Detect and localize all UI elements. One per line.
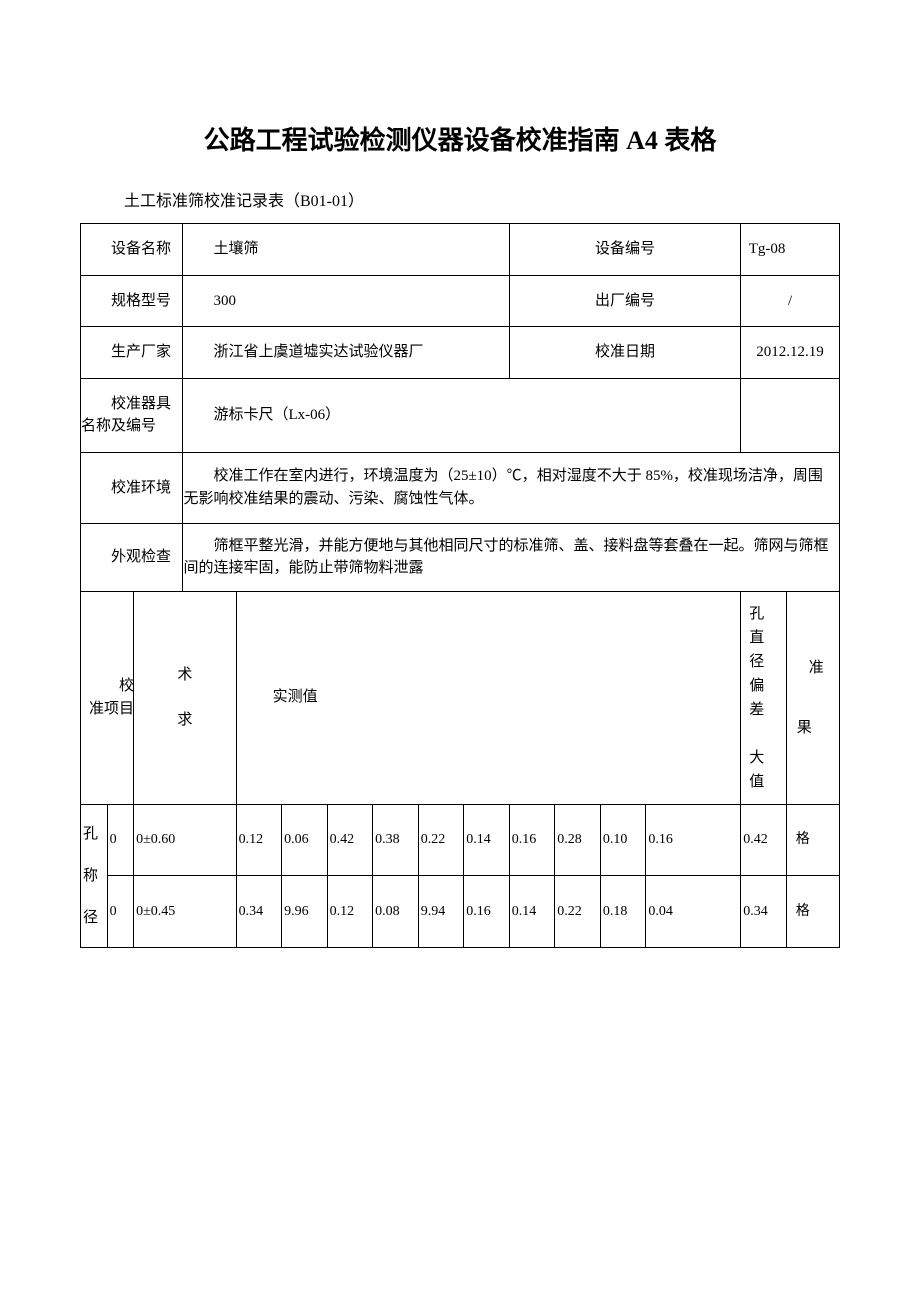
label-device-name: 设备名称	[81, 224, 183, 276]
label-measured: 实测值	[236, 591, 741, 804]
label-cal-date: 校准日期	[509, 327, 740, 379]
cell: 0.18	[600, 876, 646, 948]
cell: 9.94	[418, 876, 464, 948]
cell: 0.08	[373, 876, 419, 948]
table-row: 规格型号 300 出厂编号 /	[81, 275, 840, 327]
label-appearance: 外观检查	[81, 524, 183, 592]
label-env: 校准环境	[81, 452, 183, 524]
label-spec: 规格型号	[81, 275, 183, 327]
cell: 0.34	[236, 876, 282, 948]
label-factory-no: 出厂编号	[509, 275, 740, 327]
table-row: 设备名称 土壤筛 设备编号 Tg-08	[81, 224, 840, 276]
cell: 0.10	[600, 804, 646, 876]
cell: 0.28	[555, 804, 601, 876]
cell: 0±0.60	[134, 804, 236, 876]
value-appearance: 筛框平整光滑，并能方便地与其他相同尺寸的标准筛、盖、接料盘等套叠在一起。筛网与筛…	[183, 524, 840, 592]
cell: 0.12	[236, 804, 282, 876]
label-deviation: 孔直径偏差 大值	[741, 591, 787, 804]
value-maker: 浙江省上虞道墟实达试验仪器厂	[183, 327, 509, 379]
value-cal-date: 2012.12.19	[741, 327, 840, 379]
label-device-no: 设备编号	[509, 224, 740, 276]
cell: 格	[786, 876, 839, 948]
table-row: 生产厂家 浙江省上虞道墟实达试验仪器厂 校准日期 2012.12.19	[81, 327, 840, 379]
cell: 0	[107, 876, 134, 948]
value-env: 校准工作在室内进行，环境温度为（25±10）℃，相对湿度不大于 85%，校准现场…	[183, 452, 840, 524]
table-row: 校准环境 校准工作在室内进行，环境温度为（25±10）℃，相对湿度不大于 85%…	[81, 452, 840, 524]
label-maker: 生产厂家	[81, 327, 183, 379]
cell: 0.06	[282, 804, 328, 876]
req-text: 术求	[177, 664, 192, 732]
cell: 0.12	[327, 876, 373, 948]
hole-label: 孔称径	[81, 804, 108, 947]
table-row: 校准项目 术求 实测值 孔直径偏差 大值 准 果	[81, 591, 840, 804]
label-cal-tool: 校准器具名称及编号	[81, 378, 183, 452]
cell: 0.16	[464, 876, 510, 948]
table-row: 0 0±0.45 0.34 9.96 0.12 0.08 9.94 0.16 0…	[81, 876, 840, 948]
cell: 0.16	[509, 804, 555, 876]
label-result: 准 果	[786, 591, 839, 804]
cell: 0.22	[418, 804, 464, 876]
cell: 0.14	[464, 804, 510, 876]
value-spec: 300	[183, 275, 509, 327]
value-device-name: 土壤筛	[183, 224, 509, 276]
cell: 0.16	[646, 804, 741, 876]
table-row: 外观检查 筛框平整光滑，并能方便地与其他相同尺寸的标准筛、盖、接料盘等套叠在一起…	[81, 524, 840, 592]
record-subtitle: 土工标准筛校准记录表（B01-01）	[124, 187, 840, 211]
calibration-table: 设备名称 土壤筛 设备编号 Tg-08 规格型号 300 出厂编号 / 生产厂家…	[80, 223, 840, 948]
cell: 0.42	[741, 804, 787, 876]
cell: 0.04	[646, 876, 741, 948]
value-cal-tool: 游标卡尺（Lx-06）	[183, 378, 741, 452]
cell: 格	[786, 804, 839, 876]
empty-cell	[741, 378, 840, 452]
table-row: 孔称径 0 0±0.60 0.12 0.06 0.42 0.38 0.22 0.…	[81, 804, 840, 876]
document-title: 公路工程试验检测仪器设备校准指南 A4 表格	[80, 120, 840, 157]
cell: 0.34	[741, 876, 787, 948]
value-device-no: Tg-08	[741, 224, 840, 276]
cell: 0.22	[555, 876, 601, 948]
cell: 0.42	[327, 804, 373, 876]
value-factory-no: /	[741, 275, 840, 327]
cell: 0.38	[373, 804, 419, 876]
cell: 0±0.45	[134, 876, 236, 948]
cell: 0	[107, 804, 134, 876]
cell: 9.96	[282, 876, 328, 948]
label-proj: 校准项目	[81, 591, 134, 804]
table-row: 校准器具名称及编号 游标卡尺（Lx-06）	[81, 378, 840, 452]
cell: 0.14	[509, 876, 555, 948]
label-req: 术求	[134, 591, 236, 804]
